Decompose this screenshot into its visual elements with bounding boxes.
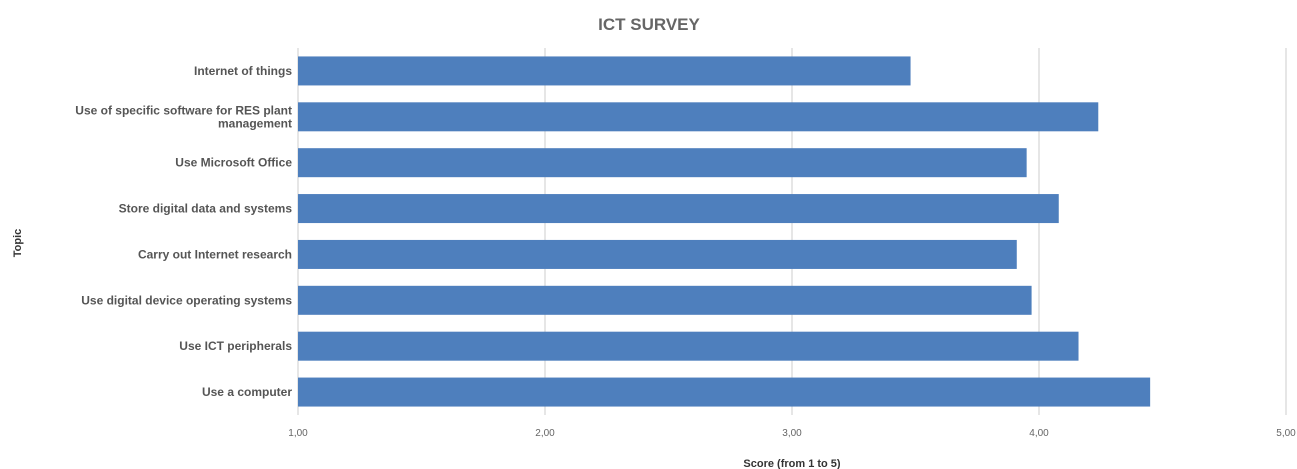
x-tick-labels: 1,00 2,00 3,00 4,00 5,00	[288, 428, 1296, 439]
category-label: Carry out Internet research	[138, 247, 292, 261]
bar	[298, 239, 1017, 269]
y-axis-title: Topic	[12, 229, 24, 258]
x-tick-label: 5,00	[1276, 428, 1296, 439]
category-label: Use ICT peripherals	[179, 339, 292, 353]
bar	[298, 285, 1032, 315]
bar	[298, 56, 911, 86]
bar	[298, 377, 1151, 407]
bar	[298, 102, 1099, 132]
bar	[298, 331, 1079, 361]
chart-title: ICT SURVEY	[598, 15, 700, 34]
x-tick-label: 1,00	[288, 428, 308, 439]
category-label: Store digital data and systems	[119, 202, 293, 216]
category-label: Internet of things	[194, 64, 292, 78]
x-tick-label: 4,00	[1029, 428, 1049, 439]
category-label: Use of specific software for RES plant ma…	[75, 103, 292, 130]
category-labels: Internet of things Use of specific softwa…	[75, 64, 292, 399]
x-tick-label: 2,00	[535, 428, 555, 439]
category-label: Use a computer	[202, 385, 292, 399]
x-tick-label: 3,00	[782, 428, 802, 439]
x-axis-title: Score (from 1 to 5)	[743, 458, 841, 469]
bars	[298, 56, 1151, 407]
category-label: Use Microsoft Office	[175, 156, 292, 170]
bar	[298, 194, 1059, 224]
bar	[298, 148, 1027, 178]
category-label: Use digital device operating systems	[81, 293, 292, 307]
